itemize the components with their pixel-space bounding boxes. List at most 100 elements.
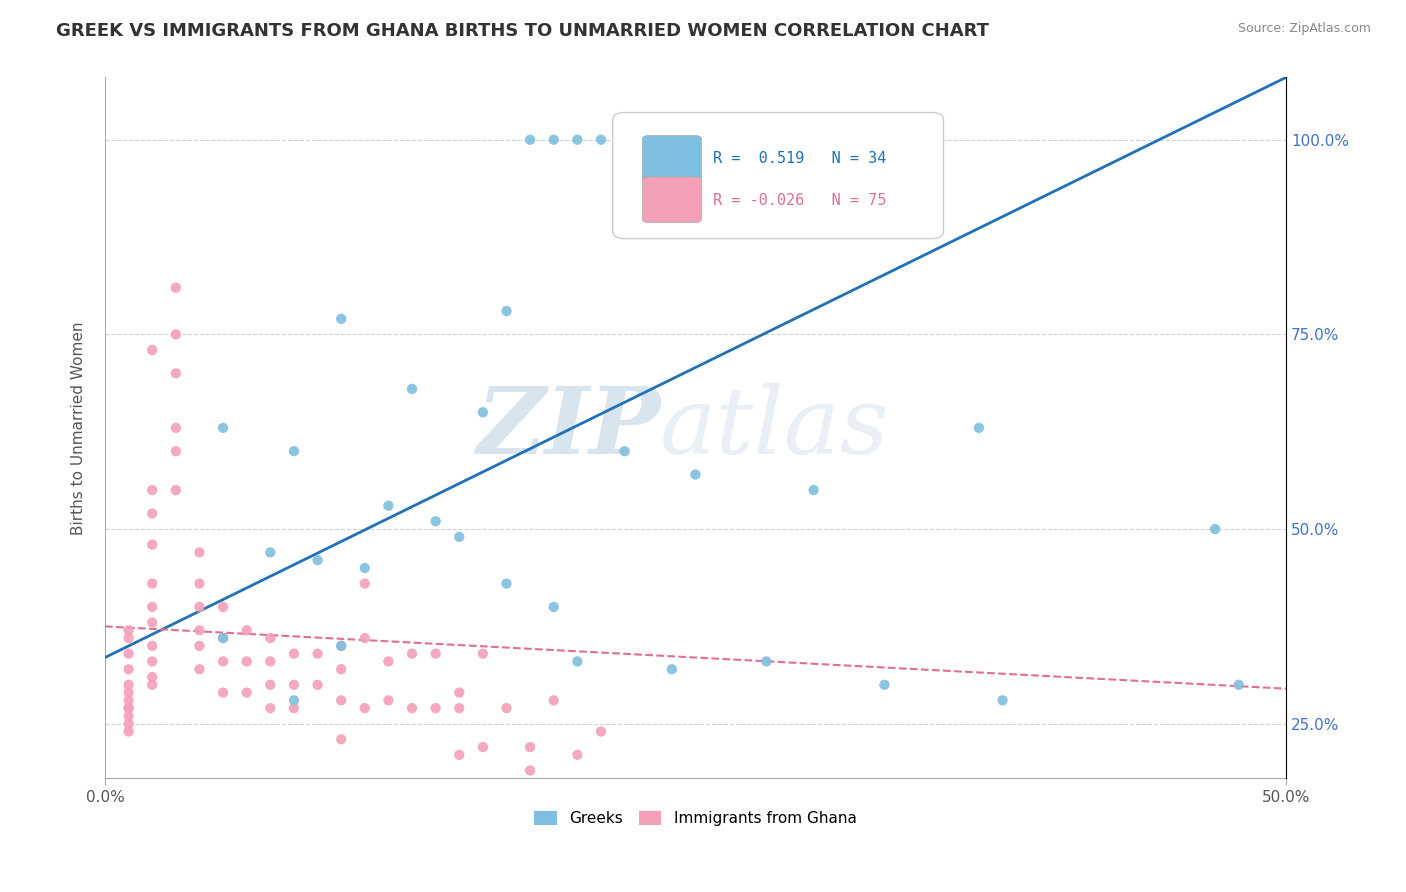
Point [117,724,139,739]
Point [495,701,517,715]
Point [165,327,187,342]
Point [401,647,423,661]
Point [401,701,423,715]
Point [589,724,612,739]
Text: atlas: atlas [659,383,890,473]
Point [188,576,211,591]
Point [613,133,636,147]
Point [235,685,257,699]
Point [117,693,139,707]
Point [141,639,163,653]
Point [141,343,163,357]
Point [567,655,589,669]
Point [377,655,399,669]
Point [307,647,329,661]
Point [283,701,305,715]
Point [117,678,139,692]
Point [425,514,447,528]
Point [353,576,375,591]
Point [141,678,163,692]
Point [685,467,707,482]
Point [259,701,281,715]
Point [283,444,305,458]
Text: Source: ZipAtlas.com: Source: ZipAtlas.com [1237,22,1371,36]
Point [117,709,139,723]
Point [117,716,139,731]
Point [165,444,187,458]
Point [401,382,423,396]
Point [519,764,541,778]
Point [1204,522,1226,536]
Point [353,701,375,715]
Text: ZIP: ZIP [475,383,659,473]
Point [330,662,353,676]
Point [991,693,1014,707]
Point [212,599,235,614]
FancyBboxPatch shape [643,177,702,222]
Point [567,133,589,147]
Point [212,655,235,669]
Point [330,732,353,747]
Point [141,538,163,552]
Point [967,421,990,435]
Point [141,615,163,630]
Point [330,311,353,326]
Point [141,576,163,591]
Point [449,701,471,715]
Point [141,599,163,614]
Point [283,647,305,661]
Point [165,367,187,381]
Point [283,693,305,707]
Point [330,639,353,653]
Point [330,639,353,653]
Point [141,483,163,497]
Point [543,599,565,614]
Text: R = -0.026   N = 75: R = -0.026 N = 75 [713,193,887,208]
Legend: Greeks, Immigrants from Ghana: Greeks, Immigrants from Ghana [527,804,865,834]
Point [141,655,163,669]
Point [330,693,353,707]
Point [165,483,187,497]
Point [117,631,139,645]
Point [307,553,329,567]
Point [235,624,257,638]
Point [188,599,211,614]
Point [188,624,211,638]
Point [188,662,211,676]
Point [117,701,139,715]
Point [495,576,517,591]
Point [259,678,281,692]
Point [495,304,517,318]
Point [377,693,399,707]
Point [589,133,612,147]
Point [449,685,471,699]
Point [188,639,211,653]
Point [637,133,659,147]
Point [117,662,139,676]
Point [188,545,211,559]
Point [661,662,683,676]
Point [425,701,447,715]
Point [803,483,825,497]
Point [235,655,257,669]
Point [471,740,494,755]
Point [1227,678,1250,692]
Point [613,444,636,458]
Point [259,655,281,669]
Point [212,631,235,645]
Point [165,421,187,435]
Point [117,624,139,638]
Y-axis label: Births to Unmarried Women: Births to Unmarried Women [72,321,86,534]
Point [141,670,163,684]
FancyBboxPatch shape [613,112,943,239]
Point [567,747,589,762]
Point [141,507,163,521]
Point [449,530,471,544]
Point [519,133,541,147]
Text: R =  0.519   N = 34: R = 0.519 N = 34 [713,152,887,166]
Point [212,421,235,435]
Point [755,655,778,669]
Point [353,561,375,575]
Point [377,499,399,513]
Point [259,545,281,559]
